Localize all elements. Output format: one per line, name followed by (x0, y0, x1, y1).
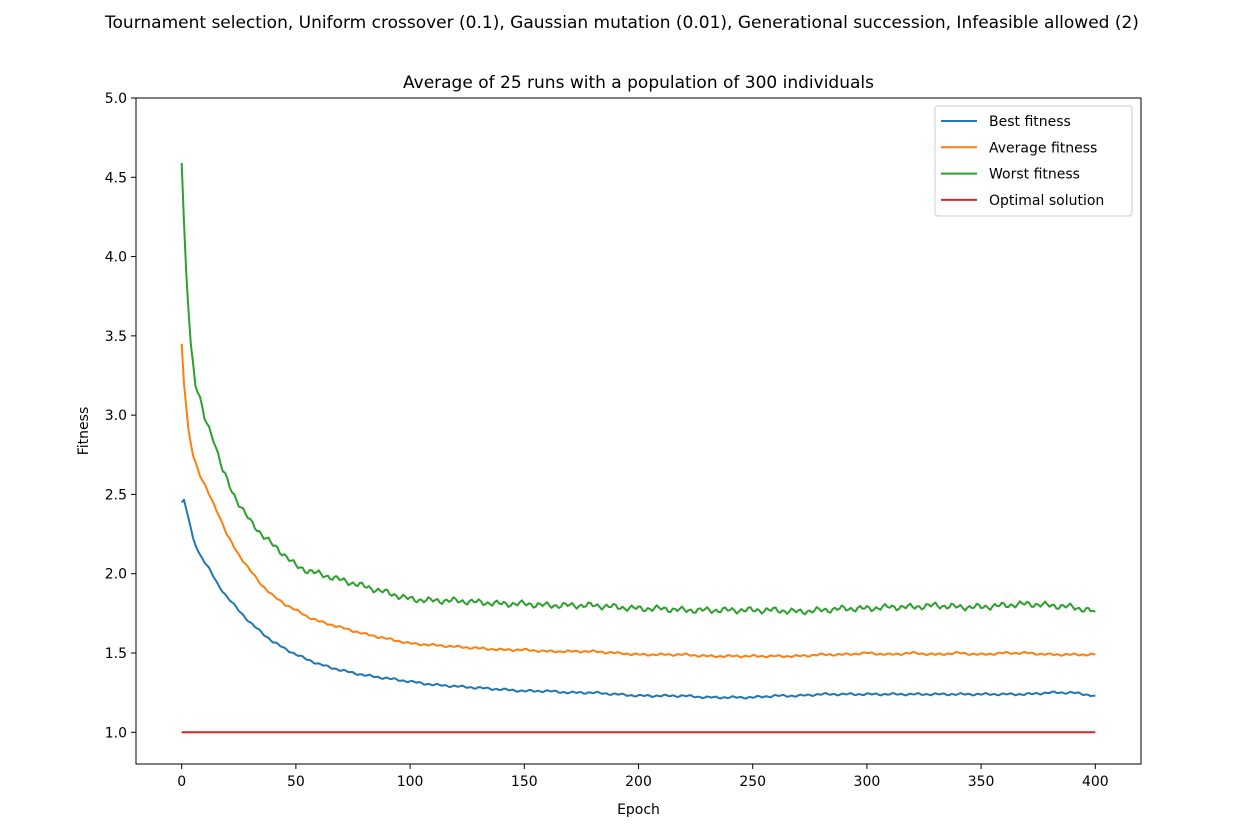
legend-label: Best fitness (989, 114, 1071, 130)
x-tick-label: 100 (397, 774, 424, 790)
y-tick-label: 1.0 (105, 725, 127, 741)
legend-label: Optimal solution (989, 193, 1104, 209)
x-tick-label: 350 (968, 774, 995, 790)
plot-area (180, 162, 1096, 734)
y-tick-label: 2.5 (105, 487, 127, 503)
y-tick-label: 4.5 (105, 170, 127, 186)
figure-suptitle: Tournament selection, Uniform crossover … (104, 13, 1139, 33)
y-axis-label: Fitness (76, 407, 92, 456)
x-tick-label: 300 (854, 774, 881, 790)
legend: Best fitness Average fitness Worst fitness… (934, 105, 1133, 217)
x-tick-label: 50 (287, 774, 305, 790)
x-axis-label: Epoch (617, 802, 660, 818)
x-tick-label: 250 (739, 774, 766, 790)
legend-label: Average fitness (989, 140, 1097, 156)
series-line-best-fitness (180, 498, 1096, 700)
legend-box (934, 105, 1133, 217)
x-tick-label: 400 (1082, 774, 1109, 790)
legend-label: Worst fitness (989, 167, 1080, 183)
series-layer (180, 162, 1096, 734)
y-tick-label: 3.0 (105, 408, 127, 424)
x-tick-label: 0 (177, 774, 186, 790)
chart-title: Average of 25 runs with a population of … (403, 73, 874, 93)
y-tick-label: 5.0 (105, 91, 127, 107)
y-axis: 1.0 1.5 2.0 2.5 3.0 3.5 4.0 4.5 5.0 (105, 91, 136, 741)
series-line-average-fitness (180, 343, 1096, 659)
y-tick-label: 1.5 (105, 646, 127, 662)
y-tick-label: 2.0 (105, 567, 127, 583)
y-tick-label: 3.5 (105, 329, 127, 345)
x-tick-label: 200 (625, 774, 652, 790)
x-axis: 0 50 100 150 200 250 300 350 400 (177, 764, 1109, 790)
x-tick-label: 150 (511, 774, 538, 790)
series-line-worst-fitness (180, 162, 1096, 616)
y-tick-label: 4.0 (105, 250, 127, 266)
